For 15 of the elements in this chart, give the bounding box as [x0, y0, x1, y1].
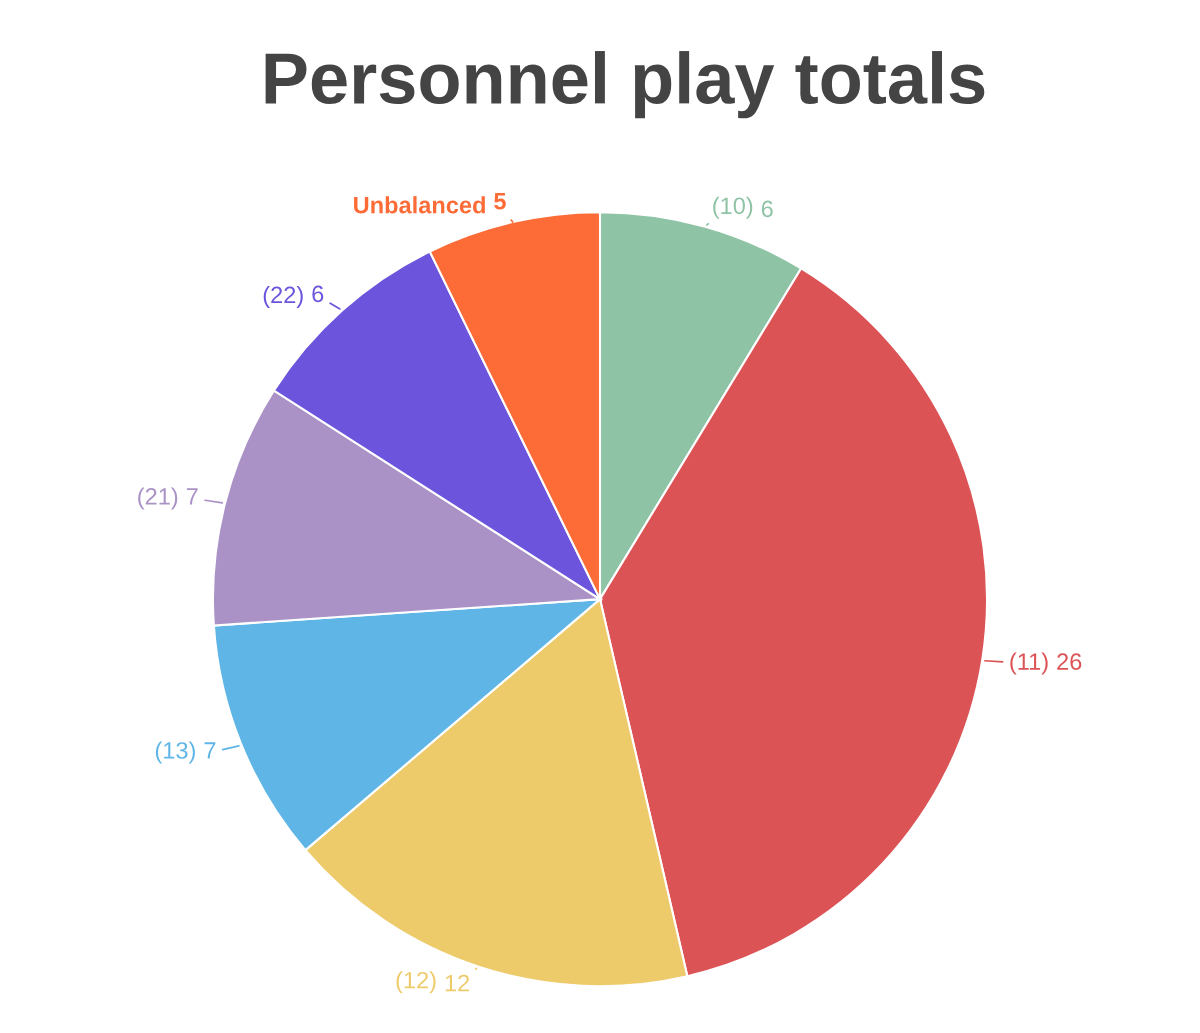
slice-label: Unbalanced — [354, 196, 485, 214]
chart-title: Personnel play totals — [265, 51, 985, 119]
slice-label: (10) — [713, 196, 753, 219]
data-label: 12 — [445, 974, 470, 992]
data-label: 6 — [312, 285, 324, 303]
data-label: 7 — [204, 742, 216, 759]
slice-label: (22) — [263, 285, 303, 308]
slice-label: (21) — [138, 487, 178, 510]
data-label: 7 — [186, 488, 198, 505]
data-label: 5 — [494, 193, 506, 210]
data-label: 6 — [761, 200, 773, 218]
slice-label: (11) — [1010, 652, 1048, 675]
slice-label: (13) — [155, 741, 195, 764]
data-label: 26 — [1057, 653, 1082, 670]
slice-label: (12) — [396, 971, 436, 994]
